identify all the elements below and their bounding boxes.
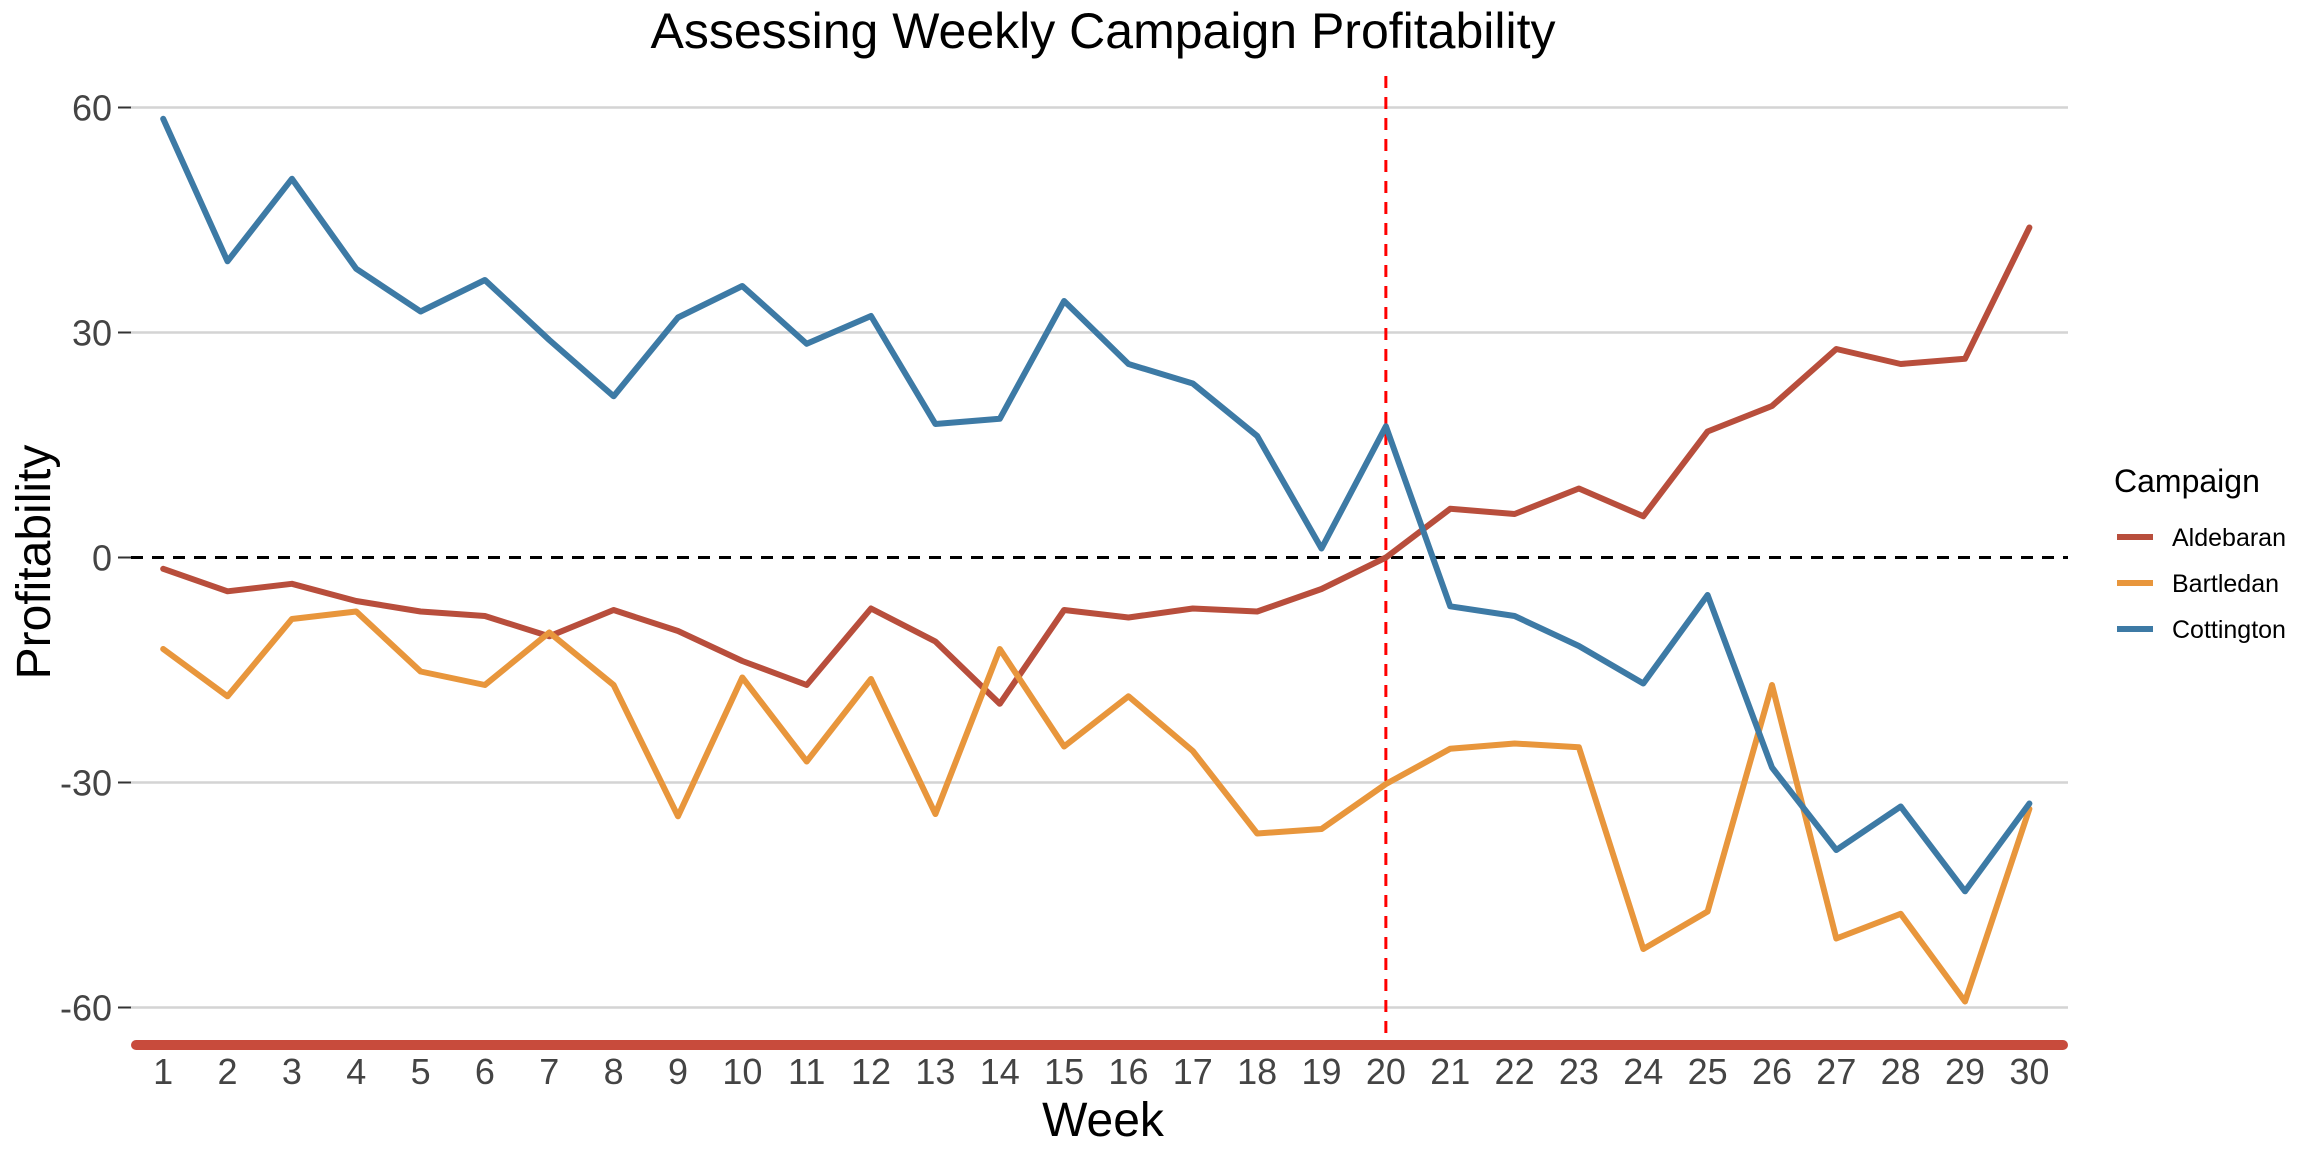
legend-label-bartledan: Bartledan: [2172, 570, 2279, 598]
x-tick-label: 12: [851, 1051, 891, 1092]
x-tick-label: 27: [1816, 1051, 1856, 1092]
y-tick-label: 30: [72, 313, 112, 354]
reference-lines: [131, 76, 2068, 1045]
series-line-aldebaran: [160, 224, 2033, 707]
x-tick-label: 11: [788, 1051, 825, 1092]
x-tick-label: 1: [153, 1051, 173, 1092]
legend-label-aldebaran: Aldebaran: [2172, 524, 2286, 552]
x-tick-label: 5: [411, 1051, 431, 1092]
x-tick-label: 13: [915, 1051, 955, 1092]
x-tick-label: 18: [1237, 1051, 1277, 1092]
x-tick-label: 30: [2009, 1051, 2049, 1092]
x-tick-label: 9: [668, 1051, 688, 1092]
x-tick-label: 25: [1688, 1051, 1728, 1092]
x-tick-label: 16: [1108, 1051, 1148, 1092]
x-tick-label: 10: [722, 1051, 762, 1092]
x-tick-label: 19: [1301, 1051, 1341, 1092]
legend-title: Campaign: [2114, 463, 2260, 499]
grid-layer: [131, 106, 2068, 1009]
x-tick-label: 7: [539, 1051, 559, 1092]
x-tick-label: 29: [1945, 1051, 1985, 1092]
x-tick-label: 15: [1044, 1051, 1084, 1092]
y-axis-title: Profitability: [8, 445, 61, 680]
x-tick-label: 17: [1173, 1051, 1213, 1092]
x-tick-label: 21: [1430, 1051, 1470, 1092]
legend-items: Aldebaran Bartledan Cottington: [2117, 524, 2286, 644]
x-tick-label: 23: [1559, 1051, 1599, 1092]
series-line-cottington: [160, 115, 2033, 895]
chart-title: Assessing Weekly Campaign Profitability: [650, 3, 1555, 59]
x-tick-label: 20: [1366, 1051, 1406, 1092]
x-tick-label: 22: [1495, 1051, 1535, 1092]
legend-label-cottington: Cottington: [2172, 616, 2286, 644]
x-tick-label: 14: [980, 1051, 1020, 1092]
x-tick-label: 2: [218, 1051, 238, 1092]
x-tick-label: 3: [282, 1051, 302, 1092]
x-tick-label: 8: [604, 1051, 624, 1092]
x-axis-title: Week: [1042, 1094, 1165, 1147]
legend: Campaign Aldebaran Bartledan Cottington: [2114, 463, 2286, 644]
y-tick-label: -30: [60, 763, 112, 804]
series-line-bartledan: [160, 608, 2033, 1005]
series-layer: [160, 115, 2033, 1005]
x-tick-label: 4: [346, 1051, 366, 1092]
x-tick-label: 6: [475, 1051, 495, 1092]
y-tick-label: 60: [72, 88, 112, 129]
x-tick-label: 24: [1623, 1051, 1663, 1092]
x-tick-label: 26: [1752, 1051, 1792, 1092]
x-tick-label: 28: [1881, 1051, 1921, 1092]
y-tick-label: 0: [92, 538, 112, 579]
y-tick-label: -60: [60, 988, 112, 1029]
